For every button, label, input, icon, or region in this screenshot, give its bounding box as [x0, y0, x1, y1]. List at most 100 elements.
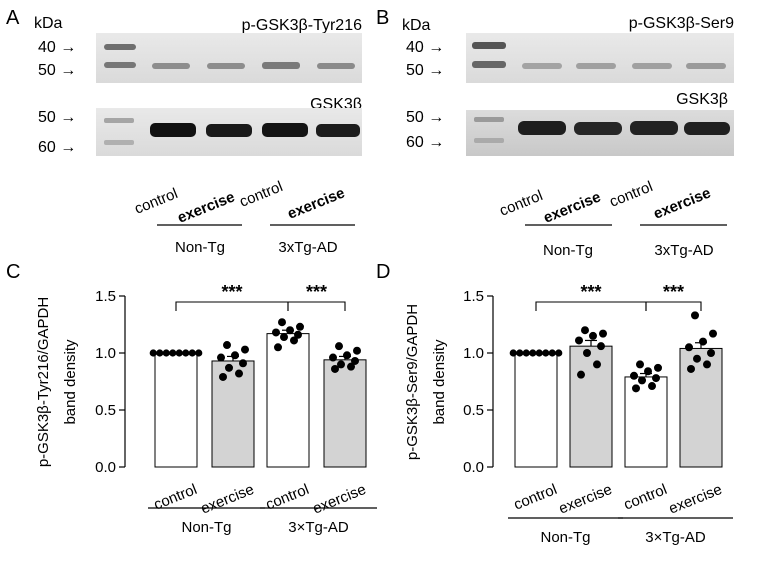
blot-a-top-membrane — [96, 33, 362, 83]
data-point — [529, 349, 537, 357]
data-point — [169, 349, 177, 357]
data-point — [223, 341, 231, 350]
data-point — [274, 343, 282, 352]
blot-b-marker-50: 50 → — [406, 62, 444, 79]
chart-d: p-GSK3β-Ser9/GAPDH band density 0.0 0.5 1.… — [404, 282, 733, 546]
group-label: Non-Tg — [181, 519, 231, 536]
group-label: 3×Tg-AD — [288, 519, 349, 536]
blot-a-marker-50b: 50 → — [38, 109, 76, 126]
y-tick-label: 0.0 — [95, 459, 116, 476]
data-point — [597, 342, 605, 351]
data-point — [280, 333, 288, 342]
bar — [569, 345, 613, 468]
bar — [211, 360, 255, 468]
chart-d-ylabel-1: p-GSK3β-Ser9/GAPDH — [404, 304, 421, 460]
blot-b-bottom-bands — [474, 117, 730, 143]
blot-b-lane-3: control — [607, 178, 655, 211]
data-point — [577, 370, 585, 379]
data-point — [286, 326, 294, 335]
data-point — [599, 329, 607, 338]
y-tick-label: 0.5 — [95, 402, 116, 419]
group-label: 3×Tg-AD — [645, 529, 706, 546]
data-point — [278, 318, 286, 327]
data-point — [290, 336, 298, 345]
data-point — [294, 330, 302, 339]
data-point — [636, 360, 644, 369]
data-point — [699, 337, 707, 346]
blot-a-marker-50: 50 → — [38, 62, 76, 79]
significance-label: *** — [221, 282, 242, 302]
significance-bracket — [645, 301, 702, 311]
significance-label: *** — [306, 282, 327, 302]
data-point — [630, 371, 638, 380]
data-point — [239, 359, 247, 368]
kda-label-b: kDa — [402, 17, 431, 34]
data-point — [644, 367, 652, 376]
data-point — [691, 311, 699, 320]
significance-bracket — [535, 301, 647, 311]
data-point — [351, 356, 359, 365]
data-point — [575, 336, 583, 345]
bar — [514, 352, 558, 468]
x-tick-label: control — [151, 481, 199, 514]
data-point — [581, 326, 589, 335]
significance-bracket — [287, 301, 346, 311]
x-tick-label: exercise — [198, 481, 256, 518]
chart-c-ylabel-1: p-GSK3β-Tyr216/GAPDH — [35, 297, 52, 467]
data-point — [335, 342, 343, 351]
data-point — [331, 364, 339, 373]
blot-b-lane-2: exercise — [541, 188, 603, 226]
data-point — [217, 353, 225, 362]
chart-d-ylabel-2: band density — [431, 339, 448, 425]
x-tick-label: control — [263, 481, 311, 514]
data-point — [522, 349, 530, 357]
bar — [266, 333, 310, 468]
data-point — [272, 328, 280, 337]
group-label: Non-Tg — [540, 529, 590, 546]
blot-b-top-membrane — [466, 33, 734, 83]
bar — [154, 352, 198, 468]
x-tick-label: exercise — [310, 481, 368, 518]
x-tick-label: exercise — [556, 481, 614, 518]
data-point — [709, 329, 717, 338]
panel-letter-b: B — [376, 7, 389, 29]
data-point — [231, 351, 239, 360]
data-point — [219, 372, 227, 381]
data-point — [652, 374, 660, 383]
data-point — [329, 353, 337, 362]
data-point — [535, 349, 543, 357]
data-point — [654, 363, 662, 372]
data-point — [347, 362, 355, 371]
blot-a-top-title: p-GSK3β-Tyr216 — [242, 17, 362, 34]
data-point — [555, 349, 563, 357]
y-tick-label: 1.0 — [95, 345, 116, 362]
blot-b-marker-50b: 50 → — [406, 109, 444, 126]
blot-a-marker-40: 40 → — [38, 39, 76, 56]
blot-b-top-bands — [472, 42, 726, 69]
data-point — [296, 322, 304, 331]
blot-a-lane-labels: control exercise control exercise — [132, 178, 347, 227]
blot-b-lane-4: exercise — [651, 184, 713, 222]
data-point — [156, 349, 164, 357]
x-tick-label: control — [621, 481, 669, 514]
blot-a-lane-3: control — [237, 178, 285, 211]
data-point — [182, 349, 190, 357]
kda-label-a: kDa — [34, 15, 63, 32]
data-point — [516, 349, 524, 357]
blot-b-marker-60: 60 → — [406, 134, 444, 151]
data-point — [632, 384, 640, 393]
blot-a-top-bands — [104, 44, 355, 69]
data-point — [589, 331, 597, 340]
panel-letter-d: D — [376, 261, 390, 283]
data-point — [685, 343, 693, 352]
data-point — [149, 349, 157, 357]
y-tick-label: 0.0 — [463, 459, 484, 476]
data-point — [175, 349, 183, 357]
x-tick-label: exercise — [666, 481, 724, 518]
data-point — [225, 363, 233, 372]
data-point — [235, 369, 243, 378]
y-tick-label: 0.5 — [463, 402, 484, 419]
data-point — [707, 349, 715, 357]
blot-b-top-title: p-GSK3β-Ser9 — [629, 15, 734, 32]
